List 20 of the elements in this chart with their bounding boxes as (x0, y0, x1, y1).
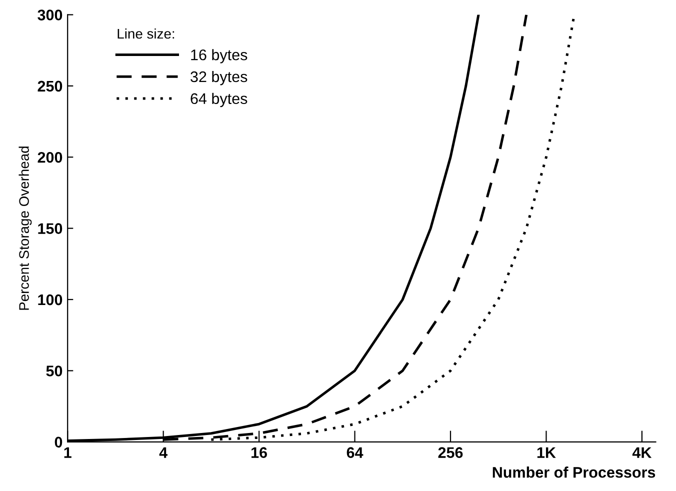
x-tick-label: 16 (252, 447, 267, 458)
y-tick-label: 300 (38, 10, 62, 20)
y-tick-label: 200 (38, 152, 62, 163)
x-tick-label: 4K (632, 447, 652, 458)
x-axis-title: Number of Processors (492, 466, 656, 478)
y-tick-label: 250 (38, 80, 62, 92)
x-tick-label: 1K (537, 447, 556, 458)
legend-label: 16 bytes (191, 49, 248, 64)
y-tick-label: 100 (38, 294, 62, 306)
x-tick-label: 1 (64, 447, 72, 458)
y-tick-label: 50 (46, 366, 62, 376)
x-tick-label: 64 (346, 447, 364, 458)
y-tick-label: 150 (38, 223, 62, 234)
x-tick-label: 256 (438, 447, 463, 458)
legend-label: 32 bytes (190, 70, 248, 86)
legend-label: 64 bytes (190, 92, 248, 108)
y-axis-title: Percent Storage Overhead (18, 146, 32, 310)
x-tick-label: 4 (159, 447, 168, 458)
y-tick-label: 0 (54, 436, 62, 448)
legend-title: Line size: (118, 28, 174, 39)
